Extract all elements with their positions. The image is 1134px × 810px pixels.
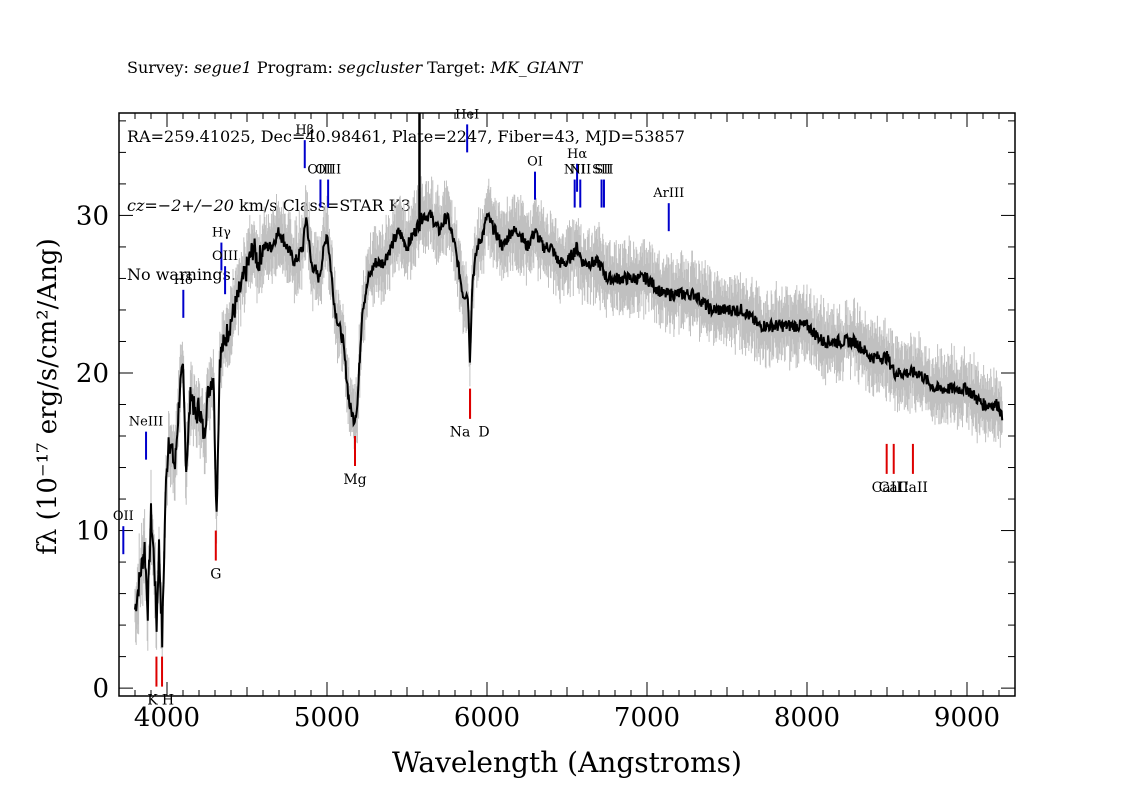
program-label: Program:	[251, 58, 339, 77]
error-band	[134, 176, 1003, 669]
target-value: MK_GIANT	[490, 58, 583, 77]
emission-line-label: OII	[113, 509, 134, 524]
x-tick-label: 7000	[614, 703, 680, 733]
emission-line-label: OIII	[212, 249, 238, 264]
absorption-line-label: G	[210, 567, 221, 583]
x-tick-label: 4000	[134, 703, 200, 733]
header-line-coords: RA=259.41025, Dec=40.98461, Plate=2247, …	[127, 127, 685, 146]
emission-line-label: Hδ	[174, 273, 193, 288]
cz-value: −2+/−20	[157, 196, 234, 215]
emission-line-label: HeI	[455, 107, 479, 122]
emission-line-label: ArIII	[652, 186, 684, 201]
x-axis-label: Wavelength (Angstroms)	[392, 746, 742, 779]
header-line-survey: Survey: segue1 Program: segcluster Targe…	[127, 56, 685, 79]
y-axis-label: fλ (10⁻¹⁷ erg/s/cm²/Ang)	[33, 238, 63, 554]
emission-line-label: OIII	[315, 163, 341, 178]
y-tick-label: 30	[76, 201, 109, 231]
emission-line-label: NII	[569, 163, 591, 178]
y-tick-label: 20	[76, 359, 109, 389]
equals-sign: =	[144, 196, 158, 215]
cz-label: cz	[127, 196, 145, 215]
absorption-line-label: Mg	[343, 472, 366, 488]
y-tick-label: 10	[76, 517, 109, 547]
emission-line-label: SII	[594, 163, 613, 178]
absorption-line-label: H	[162, 693, 174, 709]
absorption-line-label: CaII	[872, 480, 902, 496]
emission-line-label: NII	[564, 163, 586, 178]
program-value: segcluster	[338, 58, 423, 77]
absorption-line-label: CaII	[879, 480, 909, 496]
x-tick-label: 5000	[294, 703, 360, 733]
emission-line-label: Hα	[567, 147, 587, 162]
absorption-line-label: D	[478, 425, 489, 441]
y-tick-label: 0	[92, 674, 109, 704]
spectrum-header: Survey: segue1 Program: segcluster Targe…	[127, 10, 685, 309]
plot-frame	[118, 112, 1016, 697]
header-line-warnings: No warnings.	[127, 265, 236, 284]
survey-label: Survey:	[127, 58, 194, 77]
emission-line-label: SII	[592, 163, 611, 178]
absorption-line-label: K	[147, 693, 158, 709]
emission-line-label: Hγ	[212, 226, 231, 241]
spectrum-line	[134, 209, 1004, 648]
target-label: Target:	[422, 58, 491, 77]
emission-line-label: Hβ	[295, 123, 314, 138]
x-tick-label: 9000	[934, 703, 1000, 733]
absorption-line-label: Na	[450, 425, 471, 441]
emission-line-label: OIII	[307, 163, 333, 178]
survey-value: segue1	[193, 58, 252, 77]
x-tick-label: 6000	[454, 703, 520, 733]
emission-line-label: NeIII	[129, 415, 163, 430]
x-tick-label: 8000	[774, 703, 840, 733]
absorption-line-label: CaII	[898, 480, 928, 496]
emission-line-label: OI	[527, 155, 543, 170]
